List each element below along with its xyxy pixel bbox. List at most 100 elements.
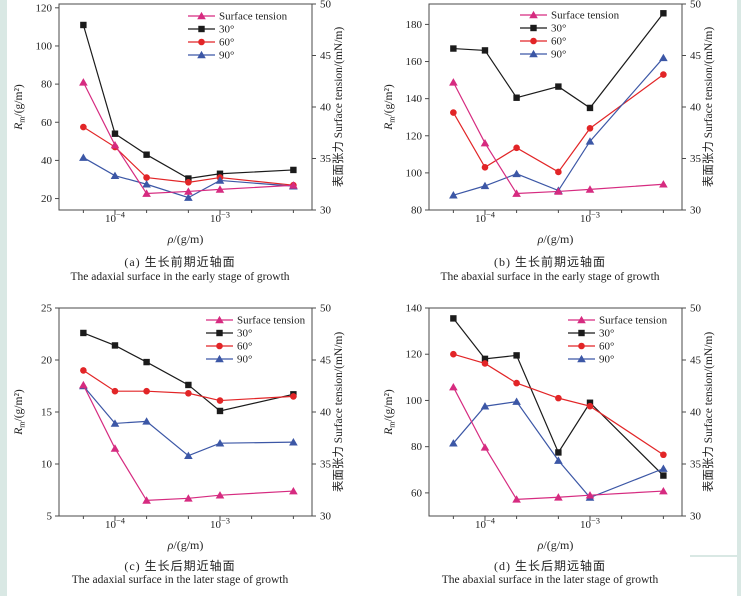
data-point-marker	[513, 144, 520, 152]
legend-marker	[578, 329, 585, 337]
series-30deg	[450, 10, 667, 112]
legend-marker	[577, 315, 586, 324]
legend-marker	[215, 315, 224, 324]
series-line	[82, 384, 294, 502]
data-point-marker	[111, 130, 119, 137]
data-point-marker	[142, 496, 151, 504]
data-point-marker	[80, 329, 87, 337]
subplot-c-plot: 5 10 15 20 25 30 35 40 45 50 10−4 10−3 Rm/(g/m²) 表面张力…	[13, 303, 345, 553]
y-left-tick-label: 40	[41, 155, 53, 167]
data-point-marker	[513, 94, 520, 101]
data-point-marker	[185, 175, 192, 182]
data-point-marker	[216, 170, 224, 177]
series-line	[453, 12, 664, 109]
legend-marker	[216, 329, 223, 337]
legend-label: 90°	[551, 49, 566, 61]
legend-label: Surface tension	[599, 315, 668, 327]
y-left-axis-title: Rm/(g/m²)	[13, 84, 27, 131]
axis-titles: Rm/(g/m²) 表面张力 Surface tension/(mN/m) ρ/(g…	[13, 27, 345, 246]
y-right-axis-title: 表面张力 Surface tension/(mN/m)	[331, 27, 345, 188]
subplot-d-caption-en: The abaxial surface in the later stage o…	[441, 574, 659, 586]
y-left-tick-label: 140	[406, 303, 423, 315]
y-left-tick-label: 15	[41, 407, 53, 419]
y-right-tick-label: 45	[320, 50, 332, 62]
x-tick-label: 10−3	[210, 516, 230, 532]
y-left-axis-title: Rm/(g/m²)	[383, 389, 397, 436]
data-point-marker	[660, 71, 667, 78]
y-left-tick-label: 20	[41, 193, 53, 205]
x-tick-label: 10−3	[210, 210, 230, 226]
data-point-marker	[586, 402, 594, 410]
legend-label: Surface tension	[237, 315, 306, 327]
data-point-marker	[216, 407, 224, 415]
subplot-b-caption-zh: (b) 生长前期远轴面	[494, 255, 606, 269]
data-point-marker	[586, 125, 594, 132]
data-point-marker	[554, 456, 563, 464]
x-tick-label: 10−4	[105, 210, 126, 226]
legend-marker	[530, 37, 537, 45]
axis-ticks	[425, 3, 686, 215]
legend-label: 60°	[599, 341, 614, 353]
legend-label: 90°	[219, 50, 234, 62]
series-60deg	[80, 367, 297, 404]
legend-label: 90°	[237, 354, 252, 366]
data-point-marker	[585, 185, 595, 193]
legend-marker	[578, 342, 585, 350]
data-point-marker	[554, 493, 563, 501]
data-point-marker	[143, 151, 150, 158]
data-point-marker	[79, 380, 88, 389]
series-30deg	[80, 329, 297, 415]
y-right-tick-label: 50	[690, 0, 702, 11]
data-point-marker	[111, 342, 119, 349]
series-line	[83, 332, 294, 412]
axis-ticks	[55, 307, 316, 521]
data-point-marker	[659, 464, 668, 472]
data-point-marker	[184, 193, 193, 201]
y-left-axis-title: Rm/(g/m²)	[13, 389, 27, 436]
data-point-marker	[480, 181, 490, 190]
data-point-marker	[143, 358, 150, 366]
series-line	[83, 369, 294, 402]
data-point-marker	[215, 439, 225, 447]
data-point-marker	[449, 191, 458, 199]
page-edge-right-strip	[737, 0, 741, 596]
data-point-marker	[512, 397, 521, 405]
y-left-tick-label: 80	[411, 205, 423, 217]
data-point-marker	[80, 123, 87, 131]
data-point-marker	[659, 53, 668, 62]
series-surface-tension	[449, 78, 668, 197]
legend-label: Surface tension	[219, 11, 288, 23]
x-tick-label: 10−3	[580, 516, 600, 532]
data-point-marker	[142, 189, 151, 197]
data-point-marker	[290, 393, 297, 400]
y-left-tick-label: 25	[41, 303, 53, 315]
axis-ticks	[55, 3, 316, 215]
data-point-marker	[586, 104, 594, 112]
data-point-marker	[215, 176, 225, 184]
legend-marker	[215, 354, 224, 363]
data-point-marker	[289, 438, 298, 446]
y-right-tick-label: 40	[690, 102, 702, 114]
x-axis-title: ρ/(g/m)	[537, 232, 574, 246]
legend-label: 30°	[219, 24, 234, 36]
legend-marker	[529, 49, 538, 58]
data-point-marker	[586, 399, 594, 406]
data-point-marker	[110, 141, 120, 149]
data-point-marker	[110, 419, 120, 427]
data-point-marker	[481, 47, 489, 54]
y-right-tick-label: 30	[690, 205, 702, 217]
data-point-marker	[660, 451, 667, 459]
y-right-tick-label: 45	[320, 355, 332, 367]
subplot-a-caption-zh: (a) 生长前期近轴面	[124, 255, 236, 269]
series-90deg	[449, 53, 668, 199]
series-60deg	[450, 350, 667, 459]
x-tick-label: 10−4	[105, 516, 126, 532]
y-left-tick-label: 80	[411, 441, 423, 453]
data-point-marker	[554, 187, 563, 195]
data-point-marker	[481, 360, 489, 367]
data-point-marker	[142, 417, 151, 425]
y-left-tick-label: 20	[41, 355, 53, 367]
data-point-marker	[215, 491, 225, 499]
